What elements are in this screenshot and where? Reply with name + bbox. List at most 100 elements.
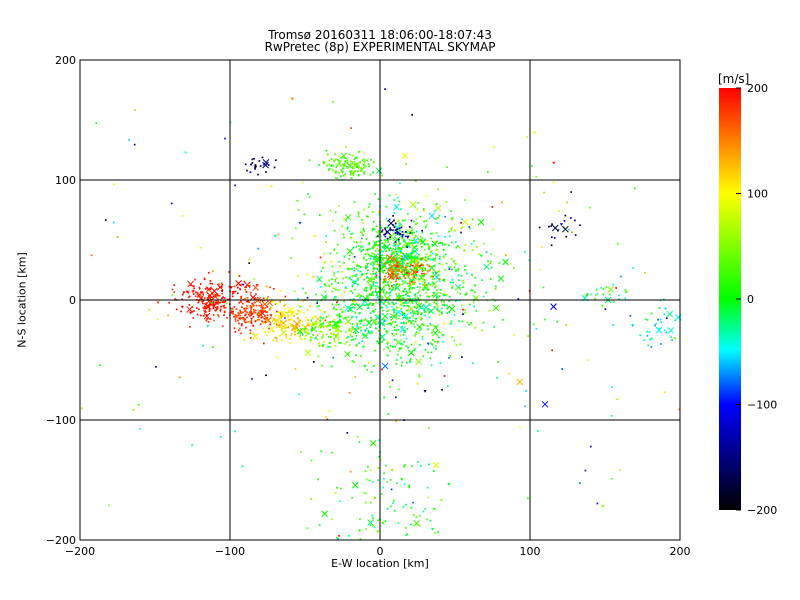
scatter-point [351,292,354,294]
scatter-point [409,312,412,314]
scatter-point [320,330,323,333]
scatter-point-x [415,358,423,366]
scatter-point [268,308,271,311]
scatter-point [386,237,389,240]
scatter-point [377,519,380,522]
scatter-point [413,325,416,328]
scatter-point [319,324,321,327]
scatter-point-x [497,275,505,282]
scatter-point [375,301,377,304]
scatter-point-x [390,313,398,321]
scatter-point [492,228,494,231]
scatter-point [324,319,327,322]
scatter-point [418,514,421,517]
scatter-point [266,311,268,314]
scatter-point [373,278,376,280]
scatter-point [412,264,414,267]
scatter-point [419,257,422,260]
scatter-point [415,271,417,274]
scatter-point [232,315,235,318]
scatter-point [316,300,319,303]
scatter-point [414,317,417,320]
scatter-point [383,328,386,330]
scatter-point [438,280,441,282]
scatter-point [417,461,419,464]
scatter-point [357,211,360,214]
scatter-point [248,301,250,303]
scatter-point [422,355,425,358]
scatter-point [332,101,334,103]
scatter-point [399,284,402,287]
scatter-point [372,284,374,287]
scatter-point [408,226,411,228]
scatter-point [438,257,441,260]
scatter-point-triangle [384,239,388,243]
scatter-point [244,297,246,300]
scatter-point [407,308,410,311]
scatter-point [375,291,378,294]
scatter-point-triangle [397,247,401,250]
scatter-point [241,465,244,468]
scatter-point [444,294,446,297]
scatter-point [402,219,404,222]
scatter-point [433,346,435,349]
scatter-point [232,291,235,294]
scatter-point [233,327,236,330]
scatter-point [231,312,234,315]
scatter-point [437,305,440,308]
scatter-point [327,169,330,171]
scatter-point [343,306,345,309]
scatter-point [361,245,364,248]
scatter-point-triangle [365,248,370,252]
scatter-point [404,301,407,304]
scatter-point [450,320,453,323]
scatter-point [239,314,242,317]
scatter-point [482,321,485,324]
scatter-point [551,349,554,352]
scatter-point [247,300,250,302]
scatter-point [362,248,365,251]
scatter-point [441,307,443,310]
scatter-point [398,260,401,262]
scatter-point [319,214,321,216]
scatter-point [272,300,275,302]
scatter-point [415,257,417,259]
scatter-point [367,247,369,250]
scatter-point [424,314,426,317]
scatter-point [362,492,365,494]
scatter-point [369,272,372,275]
scatter-point [407,319,410,322]
scatter-point [380,301,383,304]
scatter-point-triangle [320,344,325,348]
scatter-point [339,487,342,490]
scatter-point [350,163,353,166]
scatter-point [401,279,404,282]
scatter-point [392,223,394,226]
scatter-point [365,492,367,495]
scatter-point [410,506,413,509]
scatter-point-x [412,237,419,245]
scatter-point [373,257,376,260]
scatter-point [360,320,363,323]
scatter-point [390,270,393,273]
scatter-point [414,335,416,337]
scatter-point [417,253,420,256]
scatter-point [355,354,357,357]
scatter-point [342,163,344,166]
scatter-point-triangle [410,231,414,235]
scatter-point [245,291,248,293]
scatter-point [210,300,212,303]
scatter-point [319,330,322,333]
scatter-point-triangle [412,281,417,285]
scatter-point [325,235,328,237]
scatter-point [471,249,474,251]
scatter-point [371,210,374,213]
scatter-point [430,237,433,240]
scatter-point [394,222,397,225]
scatter-point [226,316,228,319]
scatter-point-x [203,312,211,320]
scatter-point [377,479,380,481]
scatter-point [448,266,450,268]
scatter-point [304,335,307,337]
scatter-point [98,364,101,367]
